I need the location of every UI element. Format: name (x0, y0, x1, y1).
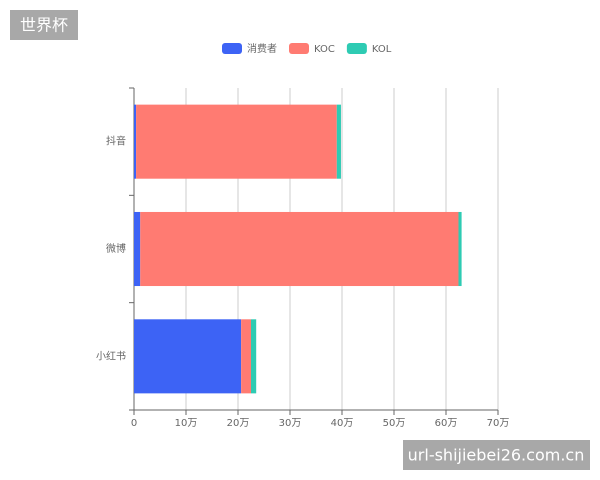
bar-segment (241, 319, 251, 394)
watermark-title: 世界杯 (20, 16, 68, 35)
x-tick-label: 40万 (331, 418, 354, 429)
x-tick-label: 70万 (487, 418, 510, 429)
legend-swatch (222, 43, 242, 54)
y-tick-label: 抖音 (106, 135, 126, 148)
legend-label: KOC (314, 44, 335, 55)
x-tick-label: 50万 (383, 418, 406, 429)
x-tick-label: 30万 (279, 418, 302, 429)
x-tick-label: 0 (131, 418, 137, 429)
bar-segment (458, 211, 462, 287)
y-tick-label: 小红书 (96, 349, 126, 362)
legend-swatch (346, 43, 367, 54)
legend-label: KOL (372, 44, 392, 55)
bar-segment (134, 319, 242, 394)
bar-segment (136, 104, 337, 179)
y-tick-label: 微博 (106, 242, 126, 255)
x-tick-label: 20万 (227, 418, 250, 429)
x-tick-label: 10万 (175, 418, 198, 429)
watermark-url: url-shijiebei26.com.cn (408, 446, 585, 465)
watermark-box (403, 440, 590, 470)
watermark-box (10, 10, 78, 40)
bar-segment (134, 104, 137, 179)
x-tick-label: 60万 (435, 418, 458, 429)
bar-segment (134, 211, 141, 287)
bar-segment (140, 211, 459, 287)
bar-segment (336, 104, 341, 179)
bar-segment (251, 319, 257, 394)
legend-swatch (289, 43, 309, 54)
legend-label: 消费者 (247, 42, 277, 55)
